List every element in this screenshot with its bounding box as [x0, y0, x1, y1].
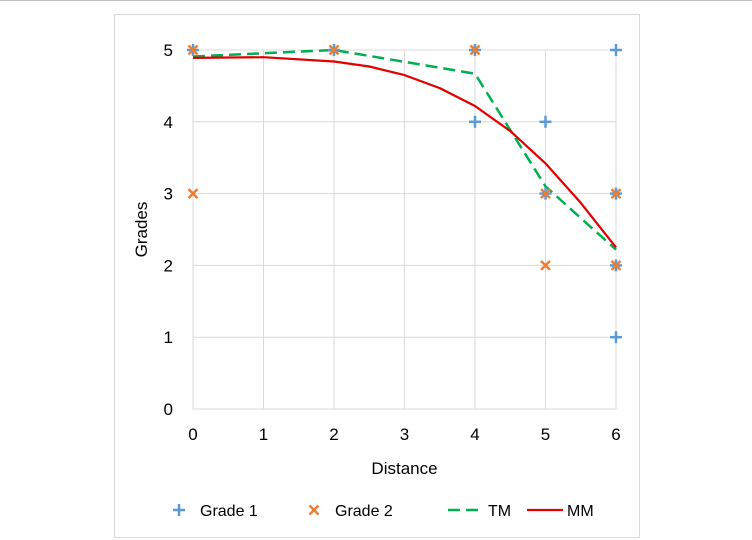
legend-marker-grade-1: [173, 504, 185, 516]
y-tick-label: 1: [164, 328, 173, 347]
x-tick-label: 0: [188, 425, 197, 444]
data-point-grade-1: [539, 115, 552, 128]
legend-label-grade-2: Grade 2: [335, 503, 393, 520]
x-tick-label: 6: [611, 425, 620, 444]
data-point-grade-2: [469, 44, 481, 56]
series-markers: [187, 44, 622, 344]
data-point-grade-2: [328, 44, 340, 56]
y-tick-label: 5: [164, 41, 173, 60]
y-axis-title: Grades: [132, 202, 151, 258]
top-rule: [0, 0, 752, 1]
data-point-grade-1: [469, 115, 481, 128]
series-line-tm: [192, 48, 617, 251]
legend: Grade 1 Grade 2 TM MM: [173, 503, 594, 520]
data-point-grade-2: [610, 188, 622, 199]
data-point-grade-1: [610, 331, 622, 344]
tick-labels: 0 1 2 3 4 5 6 0 1 2 3 4 5: [164, 41, 621, 444]
y-tick-label: 2: [164, 256, 173, 275]
data-point-grade-2: [610, 260, 622, 271]
legend-label-grade-1: Grade 1: [200, 503, 258, 520]
x-axis-title: Distance: [371, 459, 437, 478]
legend-marker-grade-2: [308, 504, 320, 516]
legend-item-grade-1: Grade 1: [173, 503, 258, 520]
x-tick-label: 5: [541, 425, 550, 444]
y-tick-label: 0: [164, 400, 173, 419]
legend-label-mm: MM: [567, 503, 594, 520]
series-lines: [192, 48, 617, 251]
legend-item-tm: TM: [448, 503, 511, 520]
x-tick-label: 4: [470, 425, 479, 444]
data-point-grade-2: [540, 188, 551, 199]
data-point-grade-2: [540, 260, 551, 271]
y-tick-label: 3: [164, 185, 173, 204]
x-tick-label: 2: [329, 425, 338, 444]
x-tick-label: 1: [259, 425, 268, 444]
data-point-grade-2: [187, 188, 199, 199]
x-tick-label: 3: [400, 425, 409, 444]
data-point-grade-1: [610, 44, 622, 56]
legend-item-grade-2: Grade 2: [308, 503, 393, 520]
legend-label-tm: TM: [488, 503, 511, 520]
data-point-grade-2: [187, 44, 199, 56]
series-line-mm: [192, 56, 617, 249]
grid-lines: [192, 49, 617, 410]
chart-frame: [114, 14, 640, 538]
legend-item-mm: MM: [527, 503, 594, 520]
y-tick-label: 4: [164, 113, 173, 132]
